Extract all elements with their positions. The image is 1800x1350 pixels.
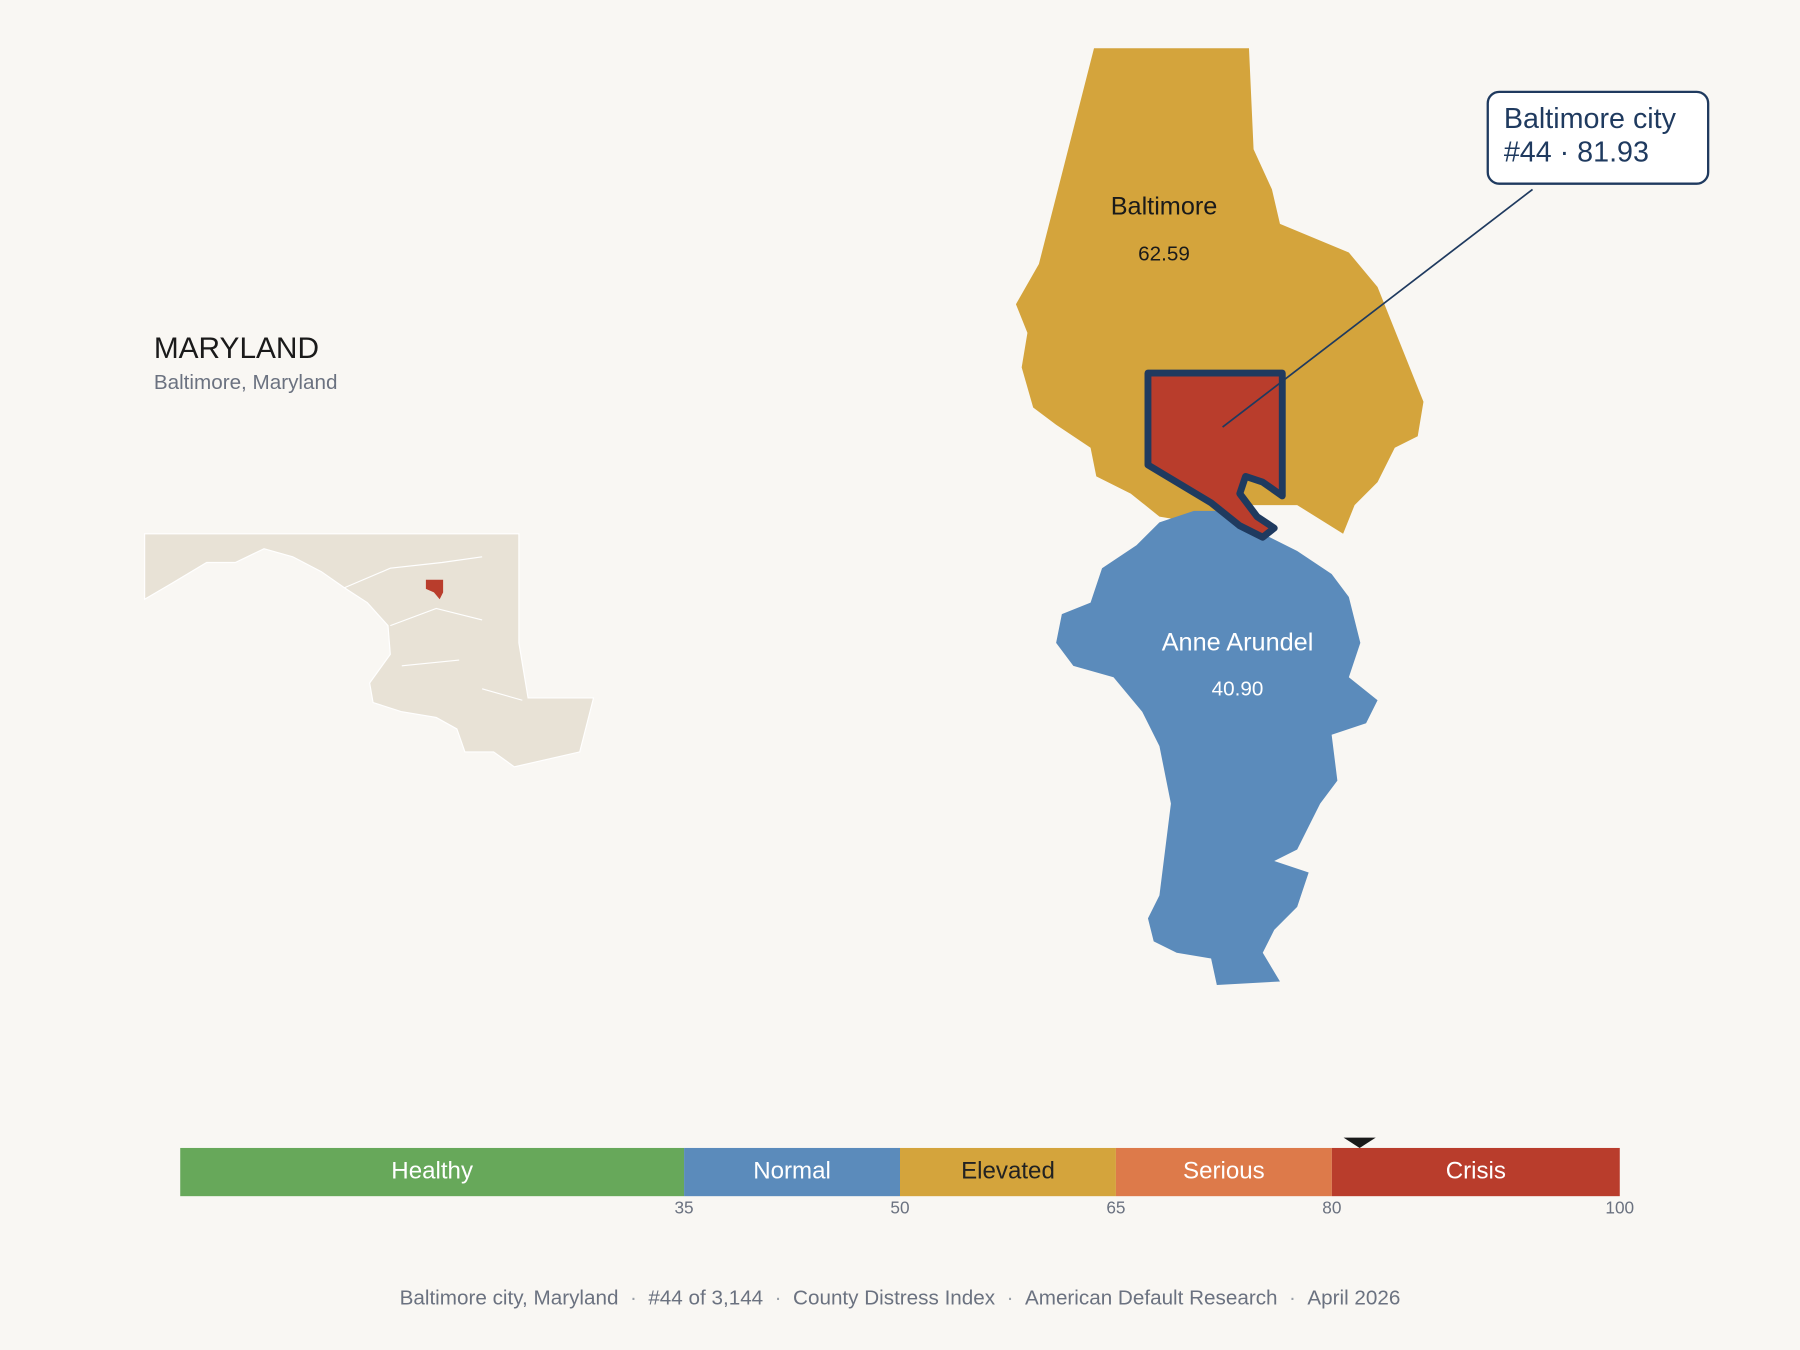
state-outline bbox=[144, 533, 595, 768]
scale-tick-label: 80 bbox=[1322, 1197, 1341, 1217]
callout-detail: #44 · 81.93 bbox=[1504, 136, 1649, 168]
scale-tick-label: 50 bbox=[890, 1197, 909, 1217]
footer: Baltimore city, Maryland · #44 of 3,144 · Co… bbox=[400, 1287, 1401, 1310]
footer-separator: · bbox=[775, 1287, 782, 1310]
county-shape bbox=[1056, 510, 1378, 985]
footer-item: April 2026 bbox=[1307, 1287, 1400, 1310]
footer-item: County Distress Index bbox=[793, 1287, 996, 1310]
callout-name: Baltimore city bbox=[1504, 103, 1677, 135]
locator-highlight bbox=[425, 579, 444, 600]
footer-item: Baltimore city, Maryland bbox=[400, 1287, 619, 1310]
scale-band bbox=[180, 1147, 685, 1197]
scale-marker bbox=[1343, 1137, 1376, 1148]
footer-item: American Default Research bbox=[1025, 1287, 1278, 1310]
county-value: 40.90 bbox=[1212, 677, 1264, 700]
band-label: Serious bbox=[1183, 1157, 1265, 1184]
county-shape bbox=[1015, 48, 1424, 534]
footer-separator: · bbox=[1007, 1287, 1014, 1310]
distress-scale: Healthy Normal Elevated Serious Crisis 35 50 65… bbox=[180, 1137, 1634, 1217]
state-subtitle: Baltimore, Maryland bbox=[154, 371, 338, 394]
callout-leader bbox=[1222, 188, 1534, 428]
footer-separator: · bbox=[630, 1287, 637, 1310]
footer-separator: · bbox=[1289, 1287, 1296, 1310]
county-name: Baltimore bbox=[1111, 192, 1218, 220]
scale-tick-label: 65 bbox=[1106, 1197, 1125, 1217]
scale-tick-label: 100 bbox=[1605, 1197, 1634, 1217]
band-label: Healthy bbox=[391, 1157, 473, 1184]
scale-band bbox=[1331, 1147, 1620, 1197]
band-label: Elevated bbox=[961, 1157, 1055, 1184]
scale-tick-label: 35 bbox=[674, 1197, 693, 1217]
footer-item: #44 of 3,144 bbox=[648, 1287, 763, 1310]
band-label: Crisis bbox=[1446, 1157, 1506, 1184]
scale-band bbox=[684, 1147, 900, 1197]
state-title: MARYLAND bbox=[154, 332, 319, 365]
county-name: Anne Arundel bbox=[1162, 629, 1314, 657]
highlight-shape bbox=[1144, 369, 1286, 541]
callout-box bbox=[1486, 90, 1710, 185]
scale-band bbox=[1115, 1147, 1332, 1197]
county-value: 62.59 bbox=[1138, 242, 1190, 265]
band-label: Normal bbox=[753, 1157, 831, 1184]
county-borders bbox=[344, 556, 523, 701]
scale-band bbox=[900, 1147, 1116, 1197]
